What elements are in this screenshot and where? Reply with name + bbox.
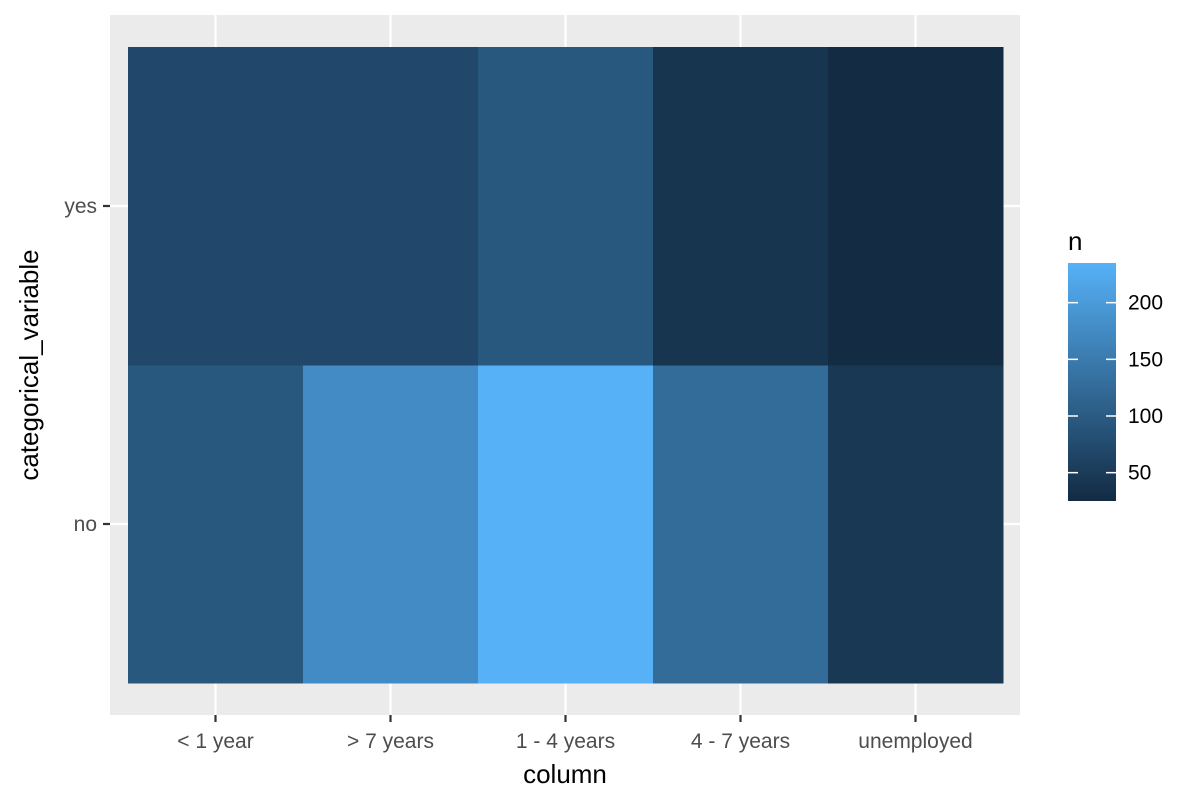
heatmap-tiles — [128, 47, 1004, 684]
heatmap-tile — [653, 365, 829, 684]
legend-tick-label: 100 — [1128, 405, 1163, 428]
x-axis-title: column — [523, 759, 607, 789]
legend-title: n — [1068, 226, 1082, 256]
y-tick-label: no — [74, 513, 97, 536]
heatmap-tile — [828, 365, 1004, 684]
heatmap-tile — [478, 47, 654, 366]
heatmap-tile — [128, 47, 304, 366]
x-tick-label: 1 - 4 years — [516, 730, 615, 753]
legend-tick-label: 50 — [1128, 462, 1151, 485]
x-tick-label: unemployed — [858, 730, 972, 753]
x-tick-label: < 1 year — [177, 730, 253, 753]
heatmap-tile — [128, 365, 304, 684]
y-axis-title: categorical_variable — [14, 249, 44, 480]
x-axis: < 1 year > 7 years 1 - 4 years 4 - 7 years u… — [177, 715, 973, 753]
heatmap-tile — [303, 365, 479, 684]
y-tick-label: yes — [64, 195, 97, 218]
y-axis: no yes — [64, 195, 110, 536]
heatmap-tile — [303, 47, 479, 366]
x-tick-label: 4 - 7 years — [691, 730, 790, 753]
heatmap-tile — [478, 365, 654, 684]
legend-tick-label: 200 — [1128, 292, 1163, 315]
x-tick-label: > 7 years — [347, 730, 434, 753]
legend-ticks: 50 100 150 200 — [1068, 292, 1163, 485]
heatmap-tile — [653, 47, 829, 366]
heatmap-tile — [828, 47, 1004, 366]
legend-tick-label: 150 — [1128, 348, 1163, 371]
legend-colorbar — [1068, 263, 1116, 501]
